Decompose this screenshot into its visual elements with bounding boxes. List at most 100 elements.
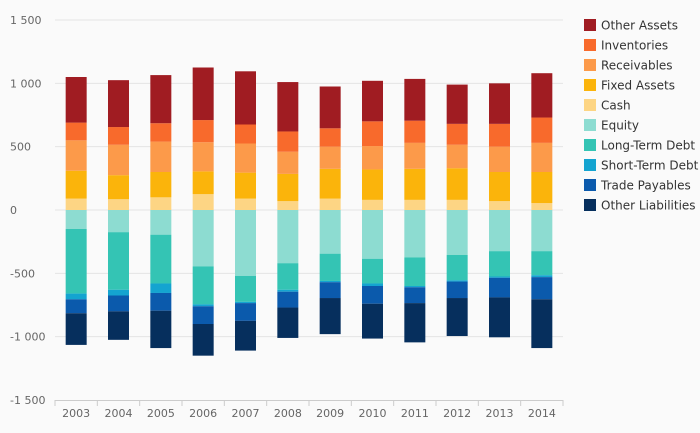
legend-item[interactable]: Other Assets — [584, 19, 678, 33]
bar-segment-inventories — [362, 121, 383, 147]
legend-swatch — [584, 119, 596, 131]
legend-item[interactable]: Fixed Assets — [584, 79, 675, 93]
bar-segment-inventories — [150, 123, 172, 142]
legend-item[interactable]: Equity — [584, 119, 639, 133]
bar-segment-inventories — [192, 120, 214, 143]
bar-segment-receivables — [108, 144, 129, 176]
bar-segment-short-term-debt — [108, 289, 129, 296]
x-tick-label: 2011 — [401, 407, 429, 420]
bar-segment-other-liabilities — [192, 324, 214, 356]
bar-stack-2013 — [489, 83, 510, 338]
bar-segment-other-assets — [150, 75, 172, 124]
bar-segment-trade-payables — [446, 281, 468, 299]
bar-segment-trade-payables — [489, 277, 510, 298]
bar-segment-equity — [108, 210, 129, 233]
bar-segment-long-term-debt — [192, 266, 214, 305]
x-tick-label: 2009 — [316, 407, 344, 420]
bar-segment-equity — [404, 210, 426, 258]
bar-segment-trade-payables — [150, 292, 172, 311]
bar-segment-equity — [65, 210, 87, 229]
bar-segment-inventories — [108, 127, 129, 145]
bar-segment-other-assets — [319, 86, 341, 129]
legend-label: Other Liabilities — [601, 199, 696, 213]
bar-stack-2008 — [277, 82, 299, 338]
legend-item[interactable]: Trade Payables — [584, 179, 691, 193]
bar-segment-trade-payables — [362, 286, 383, 304]
x-tick-label: 2006 — [189, 407, 217, 420]
bar-segment-short-term-debt — [65, 293, 87, 300]
legend-swatch — [584, 199, 596, 211]
x-tick-label: 2012 — [443, 407, 471, 420]
bar-segment-receivables — [235, 143, 256, 173]
legend-swatch — [584, 179, 596, 191]
x-tick-label: 2005 — [147, 407, 175, 420]
legend-swatch — [584, 139, 596, 151]
x-tick-label: 2013 — [486, 407, 514, 420]
bar-segment-short-term-debt — [531, 275, 553, 278]
bar-segment-cash — [404, 199, 426, 210]
legend-item[interactable]: Long-Term Debt — [584, 139, 695, 153]
bar-segment-cash — [489, 201, 510, 210]
bar-segment-trade-payables — [319, 282, 341, 299]
y-axis: -1 500 -1 000 -500 0 500 1 000 1 500 — [10, 14, 45, 407]
bar-segment-fixed-assets — [65, 170, 87, 199]
bar-segment-other-assets — [489, 83, 510, 124]
legend[interactable]: Other Assets Inventories Receivables Fixed … — [584, 19, 699, 213]
bar-segment-other-liabilities — [531, 299, 553, 349]
bar-segment-long-term-debt — [319, 253, 341, 281]
bar-segment-long-term-debt — [404, 257, 426, 286]
bar-segment-fixed-assets — [531, 172, 553, 204]
legend-label: Other Assets — [601, 19, 678, 33]
bar-segment-fixed-assets — [235, 172, 256, 199]
bar-segment-short-term-debt — [404, 286, 426, 288]
bar-segment-equity — [150, 210, 172, 235]
legend-item[interactable]: Inventories — [584, 39, 668, 53]
bar-segment-inventories — [235, 124, 256, 144]
bar-segment-equity — [277, 210, 299, 264]
bar-segment-inventories — [531, 117, 553, 143]
bar-segment-long-term-debt — [235, 275, 256, 302]
bar-segment-other-assets — [235, 71, 256, 125]
bar-segment-trade-payables — [108, 295, 129, 312]
bar-segment-long-term-debt — [150, 234, 172, 284]
bar-segment-fixed-assets — [108, 175, 129, 200]
legend-item[interactable]: Other Liabilities — [584, 199, 696, 213]
x-axis: 2003 2004 2005 2006 2007 2008 2009 2010 2011 2012… — [54, 400, 564, 420]
bar-segment-cash — [150, 197, 172, 210]
bar-segment-trade-payables — [192, 306, 214, 324]
bar-segment-trade-payables — [235, 303, 256, 321]
bar-segment-inventories — [65, 122, 87, 141]
legend-item[interactable]: Receivables — [584, 59, 673, 73]
bar-segment-fixed-assets — [192, 171, 214, 195]
bar-segment-other-assets — [108, 80, 129, 128]
legend-label: Short-Term Debt — [601, 159, 699, 173]
legend-item[interactable]: Short-Term Debt — [584, 159, 699, 173]
bar-segment-other-liabilities — [362, 303, 383, 339]
bar-segment-long-term-debt — [277, 263, 299, 290]
y-tick-label: 0 — [10, 204, 17, 217]
bar-segment-equity — [192, 210, 214, 267]
x-tick-label: 2004 — [105, 407, 133, 420]
bar-segment-long-term-debt — [531, 251, 553, 276]
legend-swatch — [584, 79, 596, 91]
bar-stack-2011 — [404, 78, 426, 343]
x-tick-label: 2003 — [62, 407, 90, 420]
bar-segment-short-term-debt — [150, 283, 172, 293]
legend-item[interactable]: Cash — [584, 99, 631, 113]
bar-segment-fixed-assets — [404, 168, 426, 200]
bar-segment-receivables — [446, 144, 468, 169]
bar-segment-other-assets — [277, 82, 299, 132]
bar-segment-long-term-debt — [65, 229, 87, 294]
bar-segment-short-term-debt — [446, 280, 468, 282]
bar-segment-inventories — [489, 123, 510, 147]
legend-label: Equity — [601, 119, 639, 133]
bar-segment-short-term-debt — [235, 301, 256, 304]
bar-segment-other-liabilities — [235, 320, 256, 351]
bar-segment-receivables — [192, 142, 214, 172]
x-tick-label: 2007 — [232, 407, 260, 420]
bar-segment-fixed-assets — [362, 169, 383, 200]
bar-segment-equity — [319, 210, 341, 254]
bar-stacks — [65, 67, 553, 356]
bar-segment-long-term-debt — [446, 254, 468, 281]
bar-segment-inventories — [446, 123, 468, 145]
